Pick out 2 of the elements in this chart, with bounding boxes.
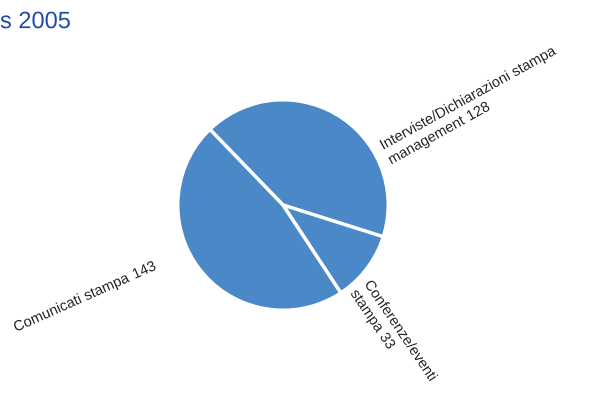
data-label: 143: [132, 260, 156, 279]
chart-title: s 2005: [0, 12, 70, 28]
